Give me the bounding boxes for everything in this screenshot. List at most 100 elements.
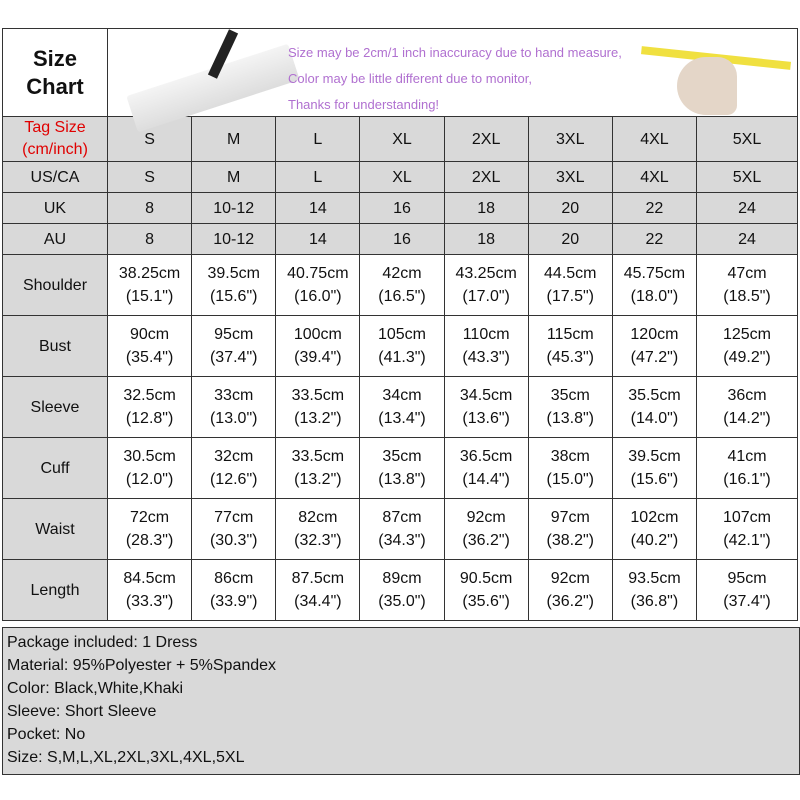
measurement-cm: 115cm — [546, 326, 594, 343]
measurement-cell: 35cm (13.8") — [359, 437, 445, 499]
tag-size-cell: 5XL — [696, 116, 798, 162]
measurement-inch: (16.5") — [378, 288, 426, 305]
measurement-cell: 84.5cm (33.3") — [106, 559, 193, 621]
size-row: UK 8 10-12 14 16 18 20 22 24 — [2, 192, 798, 224]
detail-line: Sleeve: Short Sleeve — [7, 703, 157, 720]
measurement-inch: (15.1") — [125, 288, 174, 305]
measurement-cm: 82cm — [298, 509, 338, 526]
measurement-cell: 110cm (43.3") — [443, 315, 529, 377]
measurement-inch: (14.0") — [630, 410, 679, 427]
measurement-cm: 107cm — [722, 509, 772, 526]
measurement-inch: (13.4") — [378, 410, 426, 427]
measurement-row: Bust 90cm (35.4") 95cm (37.4") 100cm (39.4") 10… — [2, 315, 798, 377]
measurement-inch: (43.3") — [462, 349, 510, 366]
tag-size-row: Tag Size (cm/inch) S M L XL 2XL 3XL 4XL 5XL — [2, 116, 798, 162]
measurement-cell: 34cm (13.4") — [359, 376, 445, 438]
measurement-cell: 39.5cm (15.6") — [611, 437, 698, 499]
measurement-cm: 38.25cm — [118, 265, 181, 282]
measurement-inch: (16.0") — [294, 288, 342, 305]
measurement-cm: 90cm — [130, 326, 170, 343]
size-cell: 4XL — [611, 161, 698, 193]
measurement-cell: 41cm (16.1") — [696, 437, 798, 499]
measurement-inch: (15.0") — [546, 471, 595, 488]
measurement-cm: 89cm — [382, 570, 422, 587]
tag-size-cell: L — [275, 116, 361, 162]
size-cell: 24 — [696, 223, 798, 255]
measurement-cell: 33.5cm (13.2") — [275, 376, 361, 438]
note-accuracy: Size may be 2cm/1 inch inaccuracy due to… — [288, 45, 622, 60]
tag-size-cell: 3XL — [527, 116, 613, 162]
measurement-cell: 95cm (37.4") — [696, 559, 798, 621]
title-line: Chart — [26, 73, 84, 99]
measurement-inch: (37.4") — [209, 349, 258, 366]
measurement-cell: 82cm (32.3") — [275, 498, 361, 560]
size-cell: 20 — [527, 223, 613, 255]
measurement-cm: 120cm — [630, 326, 679, 343]
measurement-cell: 32cm (12.6") — [191, 437, 277, 499]
measurement-inch: (14.4") — [462, 471, 510, 488]
size-cell: S — [106, 161, 193, 193]
measurement-inch: (34.4") — [294, 593, 342, 610]
size-row: US/CA S M L XL 2XL 3XL 4XL 5XL — [2, 161, 798, 193]
measurement-cm: 84.5cm — [123, 570, 176, 587]
measurement-inch: (33.9") — [209, 593, 258, 610]
measurement-cm: 105cm — [377, 326, 426, 343]
measurement-cell: 40.75cm (16.0") — [275, 254, 361, 316]
size-cell: 18 — [443, 192, 529, 224]
measurement-label: Bust — [2, 315, 108, 377]
measurement-cell: 97cm (38.2") — [527, 498, 613, 560]
measurement-cell: 90.5cm (35.6") — [443, 559, 529, 621]
size-cell: 24 — [696, 192, 798, 224]
measurement-cm: 32.5cm — [123, 387, 176, 404]
measurement-cell: 45.75cm (18.0") — [611, 254, 698, 316]
measurement-inch: (35.4") — [125, 349, 174, 366]
measurement-cell: 43.25cm (17.0") — [443, 254, 529, 316]
measurement-cm: 41cm — [727, 448, 767, 465]
measurement-inch: (15.6") — [209, 288, 258, 305]
size-cell: 20 — [527, 192, 613, 224]
measurement-cell: 33.5cm (13.2") — [275, 437, 361, 499]
measurement-cell: 39.5cm (15.6") — [191, 254, 277, 316]
measurement-cm: 38cm — [550, 448, 590, 465]
size-chart-table: Size Chart Size may be 2cm/1 inch inaccur… — [2, 28, 798, 621]
measurement-cell: 90cm (35.4") — [106, 315, 193, 377]
measurement-row: Sleeve 32.5cm (12.8") 33cm (13.0") 33.5cm (13.… — [2, 376, 798, 438]
measurement-inch: (41.3") — [378, 349, 426, 366]
measurement-cell: 120cm (47.2") — [611, 315, 698, 377]
size-cell: 3XL — [527, 161, 613, 193]
measurement-inch: (13.2") — [294, 410, 342, 427]
measurement-cm: 35cm — [550, 387, 590, 404]
product-details: Package included: 1 Dress Material: 95%Po… — [2, 627, 800, 775]
tag-size-cell: M — [191, 116, 277, 162]
measurement-inch: (18.5") — [723, 288, 771, 305]
measurement-inch: (13.6") — [462, 410, 510, 427]
measurement-cm: 36.5cm — [459, 448, 513, 465]
measurement-cm: 39.5cm — [628, 448, 681, 465]
size-cell: 22 — [611, 223, 698, 255]
measurement-cell: 35.5cm (14.0") — [611, 376, 698, 438]
size-row-label: US/CA — [2, 161, 108, 193]
detail-line: Pocket: No — [7, 726, 86, 743]
measurement-cell: 92cm (36.2") — [527, 559, 613, 621]
measurement-cell: 38cm (15.0") — [527, 437, 613, 499]
size-cell: XL — [359, 161, 445, 193]
size-cell: 10-12 — [191, 223, 277, 255]
tag-size-cell: 4XL — [611, 116, 698, 162]
measurement-cm: 36cm — [727, 387, 767, 404]
size-cell: 22 — [611, 192, 698, 224]
note-thanks: Thanks for understanding! — [288, 97, 440, 112]
tag-size-cell: 2XL — [443, 116, 529, 162]
measurement-row: Waist 72cm (28.3") 77cm (30.3") 82cm (32.3") 87… — [2, 498, 798, 560]
tag-size-cell: XL — [359, 116, 445, 162]
measurement-cm: 92cm — [466, 509, 506, 526]
measurement-cm: 33.5cm — [291, 387, 345, 404]
measurement-inch: (42.1") — [723, 532, 771, 549]
measurement-inch: (45.3") — [546, 349, 595, 366]
measurement-cm: 44.5cm — [544, 265, 597, 282]
measurement-cell: 87cm (34.3") — [359, 498, 445, 560]
measurement-cell: 102cm (40.2") — [611, 498, 698, 560]
measurement-inch: (35.6") — [462, 593, 510, 610]
measurement-inch: (13.2") — [294, 471, 342, 488]
measurement-cm: 95cm — [727, 570, 767, 587]
chart-title: Size Chart — [2, 28, 108, 117]
